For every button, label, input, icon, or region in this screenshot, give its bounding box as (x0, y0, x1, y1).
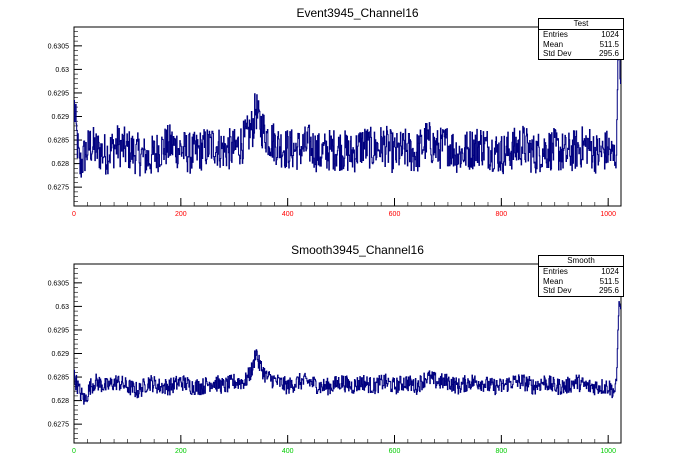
y-tick-label: 0.6295 (48, 90, 70, 97)
stats-label: Mean (543, 276, 564, 286)
y-tick-label: 0.628 (51, 398, 69, 405)
stats-row-mean: Mean 511.5 (539, 277, 623, 287)
y-tick-label: 0.6305 (48, 43, 70, 50)
x-tick-label: 400 (282, 448, 294, 455)
y-tick-label: 0.63 (55, 67, 69, 74)
stats-row-mean: Mean 511.5 (539, 40, 623, 50)
y-tick-label: 0.6285 (48, 375, 70, 382)
x-tick-label: 200 (175, 211, 187, 218)
stats-value: 511.5 (599, 39, 619, 49)
plot-panel-0: 0.6275 0.628 0.6285 0.629 0.6295 0.63 0.6305 0 2… (48, 26, 622, 218)
stats-label: Std Dev (543, 286, 572, 295)
y-tick-label: 0.6305 (48, 280, 70, 287)
series-line (74, 26, 621, 178)
y-tick-label: 0.629 (51, 114, 69, 121)
x-tick-label: 800 (496, 448, 508, 455)
y-tick-label: 0.6285 (48, 138, 70, 145)
stats-value: 295.6 (598, 49, 619, 58)
y-tick-label: 0.628 (51, 161, 69, 168)
stats-label: Mean (543, 39, 564, 49)
stats-row-std-dev: Std Dev 295.6 (539, 286, 623, 296)
x-tick-label: 1000 (600, 448, 616, 455)
x-tick-label: 0 (72, 211, 76, 218)
stats-value: 1024 (601, 30, 619, 39)
y-tick-label: 0.6295 (48, 327, 70, 334)
y-tick-label: 0.6275 (48, 185, 70, 192)
y-tick-label: 0.629 (51, 351, 69, 358)
plot-title-smooth: Smooth3945_Channel16 (291, 243, 424, 257)
x-tick-label: 0 (72, 448, 76, 455)
y-tick-label: 0.6275 (48, 422, 70, 429)
stats-value: 1024 (601, 267, 619, 276)
series-line (74, 301, 621, 405)
stats-box-name: Smooth (539, 256, 623, 267)
plot-frame (73, 26, 622, 207)
x-tick-label: 400 (282, 211, 294, 218)
x-tick-label: 200 (175, 448, 187, 455)
plot-title-event: Event3945_Channel16 (296, 6, 419, 20)
stats-box-smooth[interactable]: Smooth Entries 1024 Mean 511.5 Std Dev 295.… (538, 255, 624, 297)
stats-row-entries: Entries 1024 (539, 267, 623, 277)
stats-value: 511.5 (599, 276, 619, 286)
stats-value: 295.6 (598, 286, 619, 295)
stats-label: Entries (543, 30, 568, 39)
y-tick-label: 0.63 (55, 304, 69, 311)
stats-row-entries: Entries 1024 (539, 30, 623, 40)
stats-box-name: Test (539, 19, 623, 30)
stats-label: Std Dev (543, 49, 572, 58)
stats-box-test[interactable]: Test Entries 1024 Mean 511.5 Std Dev 295.6 (538, 18, 624, 60)
x-tick-label: 1000 (600, 211, 616, 218)
stats-label: Entries (543, 267, 568, 276)
x-tick-label: 600 (389, 211, 401, 218)
stats-row-std-dev: Std Dev 295.6 (539, 49, 623, 59)
plot-frame (73, 263, 622, 444)
x-tick-label: 800 (496, 211, 508, 218)
x-tick-label: 600 (389, 448, 401, 455)
plot-panel-1: 0.6275 0.628 0.6285 0.629 0.6295 0.63 0.6305 0 2… (48, 263, 622, 455)
